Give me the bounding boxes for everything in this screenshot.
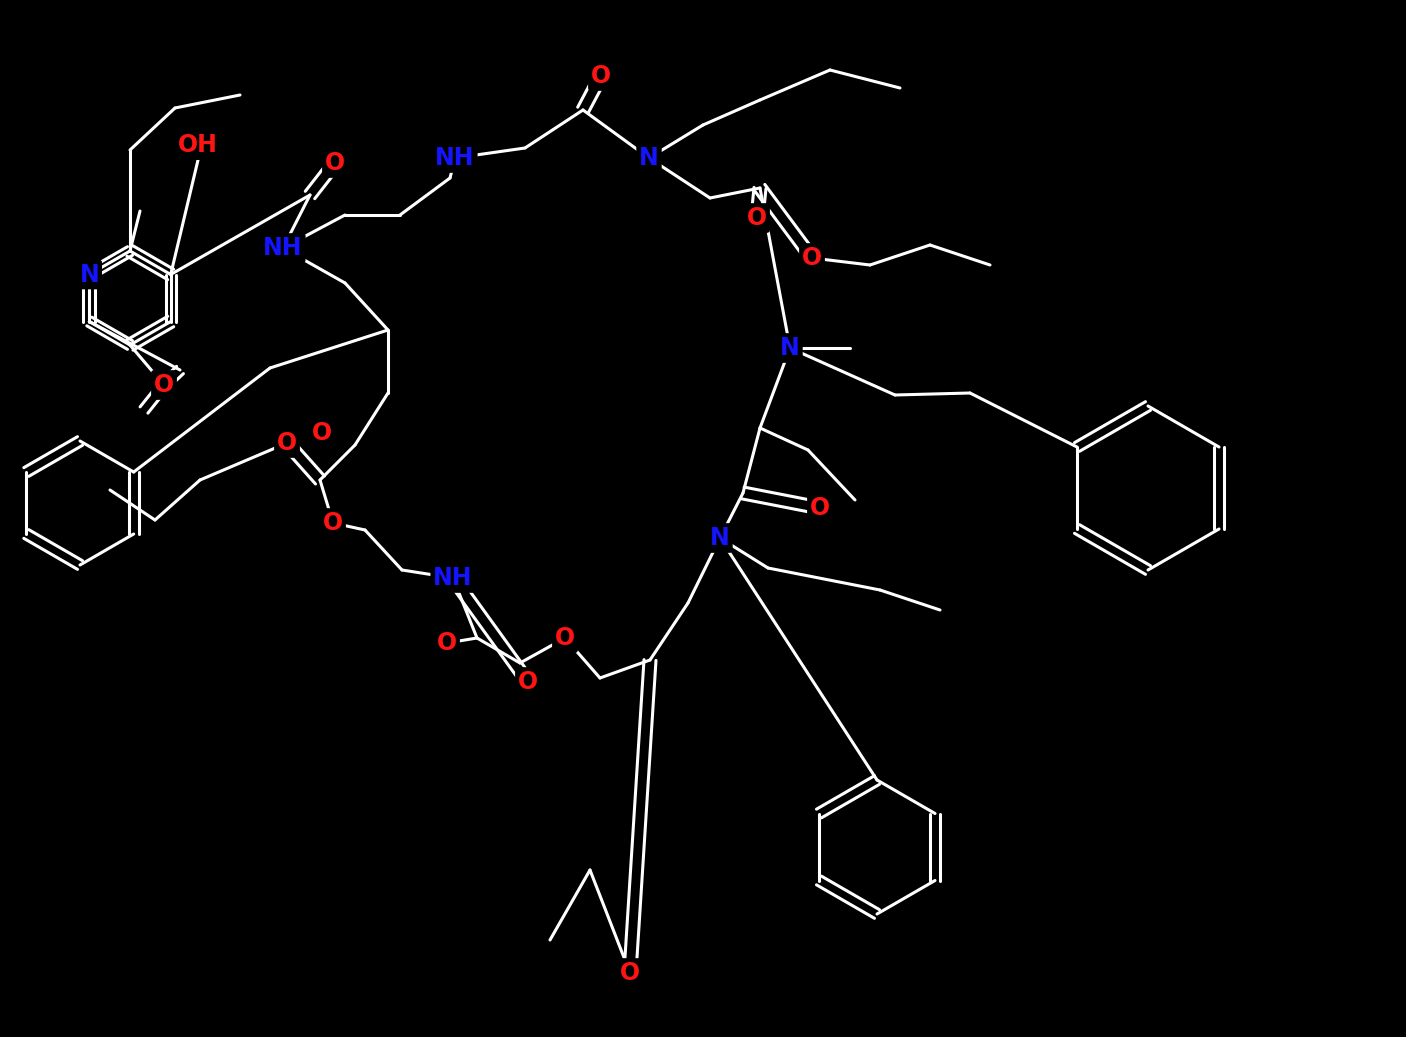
- Text: O: O: [517, 670, 538, 694]
- Text: O: O: [323, 511, 343, 535]
- Text: O: O: [277, 431, 297, 455]
- Text: O: O: [325, 151, 344, 175]
- Text: O: O: [153, 373, 174, 397]
- Text: O: O: [591, 64, 612, 88]
- Text: N: N: [710, 526, 730, 550]
- Text: O: O: [747, 206, 768, 230]
- Text: O: O: [620, 961, 640, 985]
- Text: NH: NH: [263, 236, 302, 260]
- Text: OH: OH: [179, 133, 218, 157]
- Text: O: O: [312, 421, 332, 445]
- Text: O: O: [555, 626, 575, 650]
- Text: N: N: [640, 146, 659, 170]
- Text: O: O: [437, 630, 457, 655]
- Text: N: N: [79, 262, 100, 286]
- Text: N: N: [780, 336, 800, 360]
- Text: NH: NH: [433, 566, 472, 590]
- Text: O: O: [810, 496, 830, 520]
- Text: O: O: [801, 246, 823, 270]
- Text: OH: OH: [179, 133, 218, 157]
- Text: NH: NH: [436, 146, 475, 170]
